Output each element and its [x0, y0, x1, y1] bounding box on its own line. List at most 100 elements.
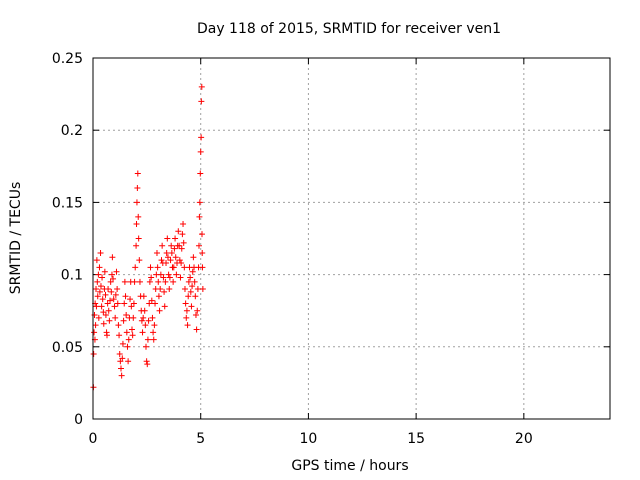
axis-ticks: 0 0.05 0.1 0.15 0.2 0.25 0 5 10 15 20 — [52, 51, 610, 447]
data-point — [111, 303, 118, 310]
data-point — [185, 293, 192, 300]
data-point — [107, 297, 114, 304]
data-point — [145, 317, 152, 324]
data-point — [154, 264, 161, 271]
data-point — [199, 231, 206, 238]
data-point — [95, 271, 102, 278]
data-point — [114, 286, 121, 293]
data-point — [164, 254, 171, 261]
data-point — [108, 271, 115, 278]
data-point — [153, 249, 160, 256]
data-point — [146, 300, 153, 307]
data-point — [140, 293, 147, 300]
data-point — [162, 278, 169, 285]
data-point — [148, 297, 155, 304]
data-point — [199, 249, 206, 256]
data-point — [115, 322, 122, 329]
data-point — [90, 351, 97, 358]
data-point — [180, 221, 187, 228]
data-point — [135, 235, 142, 242]
data-point — [113, 268, 120, 275]
data-point — [164, 235, 171, 242]
data-point — [198, 134, 205, 141]
data-point — [147, 264, 154, 271]
data-point — [91, 329, 98, 336]
data-point — [196, 213, 203, 220]
data-point — [171, 245, 178, 252]
data-point — [176, 242, 183, 249]
data-point — [96, 264, 103, 271]
data-point — [119, 355, 126, 362]
y-tick-label: 0.1 — [61, 268, 83, 284]
data-point — [159, 242, 166, 249]
data-point — [176, 257, 183, 264]
chart-title: Day 118 of 2015, SRMTID for receiver ven… — [197, 21, 501, 37]
data-point — [157, 271, 164, 278]
data-point — [187, 288, 194, 295]
data-point — [93, 257, 100, 264]
data-point — [150, 329, 157, 336]
data-point — [183, 314, 190, 321]
data-point — [193, 326, 200, 333]
data-point — [130, 314, 137, 321]
data-point — [94, 278, 101, 285]
data-point — [135, 213, 142, 220]
data-point — [195, 242, 202, 249]
x-tick-label: 10 — [300, 431, 318, 447]
data-point — [188, 303, 195, 310]
plot-frame — [92, 57, 611, 420]
data-point — [97, 249, 104, 256]
data-point — [129, 332, 136, 339]
data-point — [170, 278, 177, 285]
data-point — [112, 314, 119, 321]
data-point — [170, 264, 177, 271]
data-point — [132, 264, 139, 271]
data-point — [199, 286, 206, 293]
data-point — [150, 336, 157, 343]
data-point — [139, 329, 146, 336]
data-point — [97, 283, 104, 290]
y-axis-label: SRMTID / TECUs — [8, 182, 24, 295]
data-point — [120, 317, 127, 324]
data-point — [108, 288, 115, 295]
data-point — [101, 268, 108, 275]
data-point — [134, 170, 141, 177]
data-point — [183, 307, 190, 314]
data-point — [163, 249, 170, 256]
x-tick-label: 20 — [515, 431, 533, 447]
data-point — [104, 332, 111, 339]
data-point — [99, 274, 106, 281]
data-point — [123, 329, 130, 336]
data-point — [168, 242, 175, 249]
y-tick-label: 0.2 — [61, 123, 83, 139]
data-point — [144, 361, 151, 368]
data-point — [118, 365, 125, 372]
data-point — [100, 320, 107, 327]
data-point — [138, 317, 145, 324]
data-point — [133, 221, 140, 228]
data-point — [122, 293, 129, 300]
data-point — [110, 275, 117, 282]
data-point — [123, 312, 130, 319]
data-point — [161, 288, 168, 295]
data-point — [114, 300, 121, 307]
data-point — [180, 239, 187, 246]
data-point — [125, 358, 132, 365]
data-point — [142, 343, 149, 350]
data-point — [181, 264, 188, 271]
data-point — [178, 245, 185, 252]
data-point — [181, 286, 188, 293]
data-point — [149, 314, 156, 321]
data-point — [133, 199, 140, 206]
y-tick-label: 0.25 — [52, 51, 83, 67]
data-point — [189, 283, 196, 290]
data-point — [92, 322, 99, 329]
y-tick-label: 0.15 — [52, 195, 83, 211]
data-point — [136, 278, 143, 285]
data-point — [172, 235, 179, 242]
data-point — [175, 228, 182, 235]
data-point — [144, 336, 151, 343]
data-point — [156, 307, 163, 314]
